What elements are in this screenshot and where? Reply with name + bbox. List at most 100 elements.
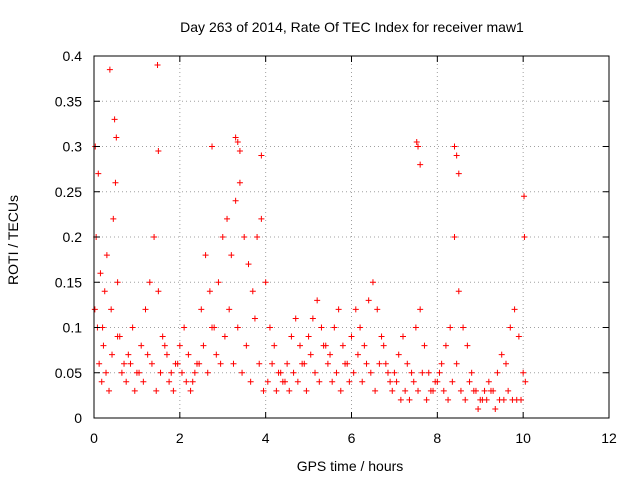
data-point [425, 369, 432, 376]
y-tick-label: 0.3 [63, 139, 83, 155]
data-point [384, 369, 391, 376]
data-point [346, 378, 353, 385]
data-point [230, 360, 237, 367]
data-point [154, 62, 161, 69]
data-point [103, 252, 110, 259]
data-point [393, 378, 400, 385]
data-point [297, 342, 303, 349]
data-point [521, 234, 528, 240]
data-point [206, 288, 213, 295]
data-point [307, 351, 314, 358]
data-point [290, 369, 297, 376]
data-point [131, 387, 138, 394]
x-tick-label: 8 [433, 430, 441, 446]
data-point [264, 378, 271, 385]
x-tick-label: 10 [515, 430, 531, 446]
data-point [209, 324, 216, 331]
data-point [451, 234, 458, 240]
data-point [376, 360, 383, 367]
data-point [518, 396, 525, 403]
data-point [157, 369, 164, 376]
data-point [258, 215, 265, 222]
data-point [239, 369, 246, 376]
data-point [382, 360, 389, 367]
data-point [305, 333, 312, 340]
y-tick-label: 0.1 [63, 320, 83, 336]
y-tick-label: 0.35 [55, 93, 82, 109]
data-point [183, 378, 190, 385]
data-point [224, 215, 231, 222]
data-point [221, 333, 228, 340]
x-tick-label: 4 [262, 430, 270, 446]
data-point [140, 378, 147, 385]
data-point [251, 315, 258, 322]
data-point [329, 378, 336, 385]
data-point [365, 297, 372, 304]
data-point [438, 360, 445, 367]
data-point [453, 152, 460, 159]
data-point [127, 360, 134, 367]
data-point [185, 351, 192, 358]
data-point [113, 134, 120, 141]
data-point [125, 351, 132, 358]
data-point [254, 234, 261, 240]
data-point [191, 369, 198, 376]
data-point [333, 369, 340, 376]
data-point [111, 116, 118, 123]
data-point [515, 333, 522, 340]
data-point [521, 193, 528, 200]
data-point [400, 333, 406, 340]
data-point [500, 396, 507, 403]
data-point [114, 279, 121, 286]
data-point [507, 324, 514, 331]
data-point [387, 378, 394, 385]
data-point [96, 360, 103, 367]
data-point [281, 378, 288, 385]
data-point [475, 405, 482, 412]
data-point [181, 324, 188, 331]
data-point [273, 387, 280, 394]
data-point [148, 360, 155, 367]
data-point [187, 387, 194, 394]
data-point [408, 369, 415, 376]
data-point [440, 387, 447, 394]
data-point [178, 369, 185, 376]
data-point [271, 342, 278, 349]
data-point [413, 138, 420, 145]
data-point [138, 342, 145, 349]
data-point [174, 360, 181, 367]
data-point [226, 306, 233, 313]
data-point [487, 387, 494, 394]
data-point [294, 378, 301, 385]
data-point [324, 360, 331, 367]
data-point [161, 342, 168, 349]
y-tick-label: 0.05 [55, 365, 82, 381]
data-point [109, 351, 116, 358]
data-point [266, 324, 273, 331]
data-point [455, 170, 462, 177]
data-point [196, 360, 203, 367]
data-point [462, 396, 469, 403]
data-point [215, 279, 222, 286]
data-point [260, 387, 267, 394]
data-point [455, 288, 462, 295]
data-point [397, 396, 404, 403]
data-point [406, 396, 413, 403]
data-point [316, 378, 323, 385]
data-point [234, 324, 241, 331]
data-point [415, 143, 422, 150]
data-point [427, 387, 434, 394]
data-point [245, 261, 252, 268]
data-point [410, 378, 417, 385]
data-point [256, 360, 263, 367]
data-point [236, 179, 243, 186]
y-axis-label: ROTI / TECUs [5, 195, 21, 285]
data-point [286, 387, 293, 394]
data-point [481, 387, 488, 394]
data-point [378, 333, 385, 340]
data-point [337, 387, 344, 394]
x-tick-label: 6 [348, 430, 356, 446]
y-tick-label: 0.25 [55, 184, 82, 200]
x-tick-labels: 0 2 4 6 8 10 12 [90, 430, 617, 446]
data-point [511, 306, 518, 313]
